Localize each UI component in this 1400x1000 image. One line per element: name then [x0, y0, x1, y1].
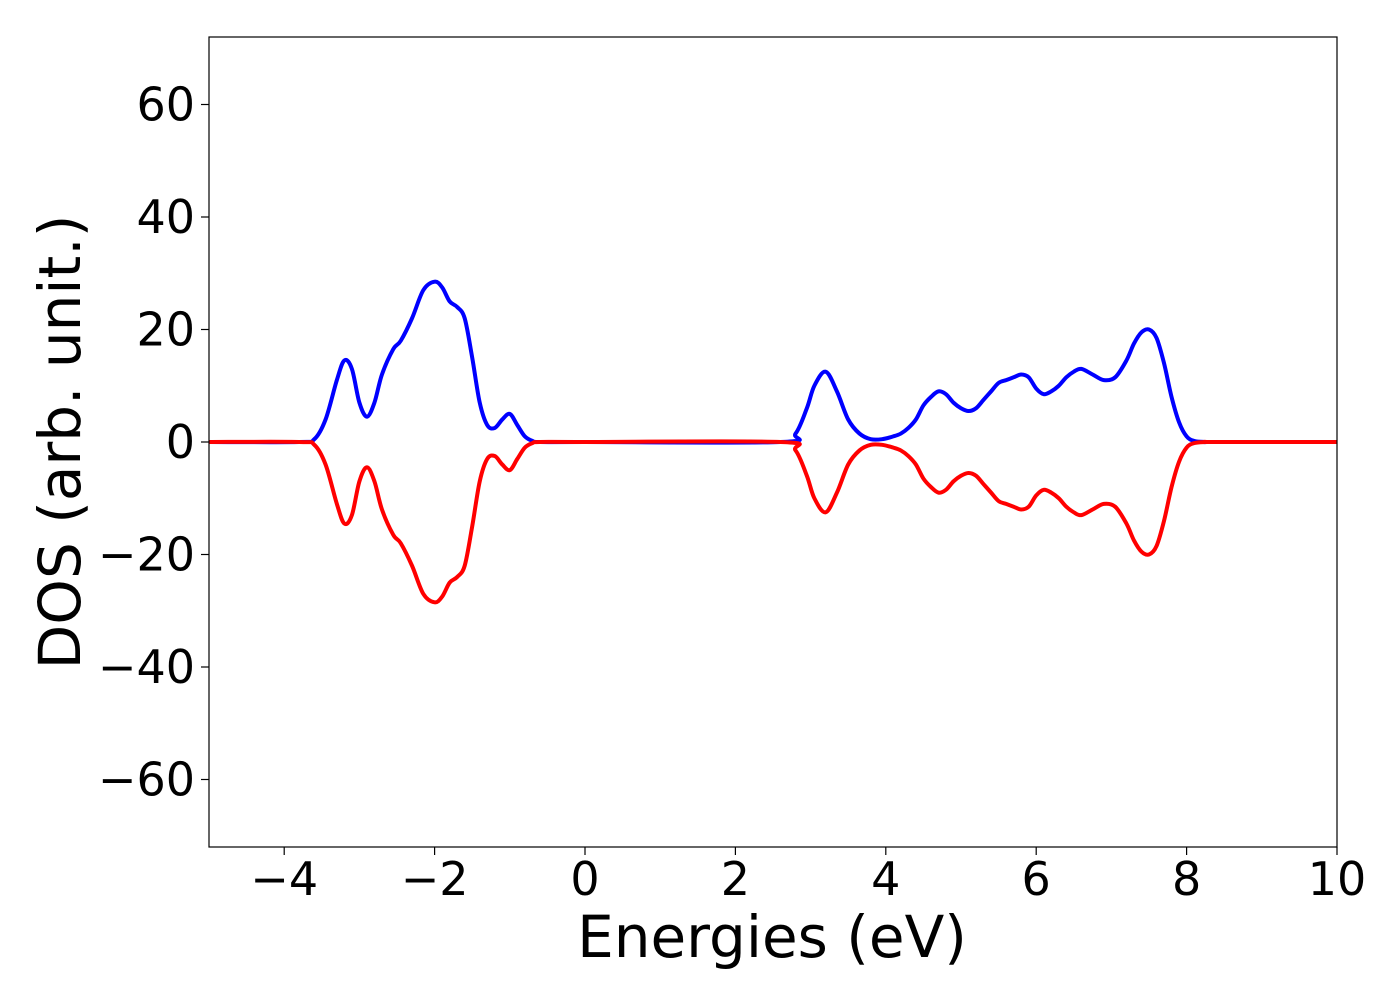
dos-series-line-red	[208, 439, 1337, 605]
x-tick-label: −2	[401, 852, 469, 906]
x-tick-label: 4	[871, 852, 900, 906]
series-layer	[208, 279, 1337, 605]
x-axis: −4 −2 0 2 4 6 8 10	[250, 847, 1366, 906]
dos-series-line-blue	[208, 279, 1337, 445]
x-tick-label: 6	[1022, 852, 1051, 906]
x-tick-label: −4	[250, 852, 318, 906]
x-tick-label: 10	[1308, 852, 1367, 906]
y-tick-label: −20	[98, 528, 195, 582]
x-tick-label: 2	[721, 852, 750, 906]
x-axis-label: Energies (eV)	[577, 903, 967, 971]
y-tick-label: 0	[166, 415, 195, 469]
y-tick-label: 60	[136, 78, 195, 132]
y-tick-label: 20	[136, 303, 195, 357]
y-tick-label: 40	[136, 190, 195, 244]
y-axis-label: DOS (arb. unit.)	[26, 215, 94, 670]
y-axis: −60 −40 −20 0 20 40 60	[98, 78, 209, 807]
y-tick-label: −40	[98, 640, 195, 694]
x-tick-label: 8	[1172, 852, 1201, 906]
y-tick-label: −60	[98, 753, 195, 807]
x-tick-label: 0	[570, 852, 599, 906]
